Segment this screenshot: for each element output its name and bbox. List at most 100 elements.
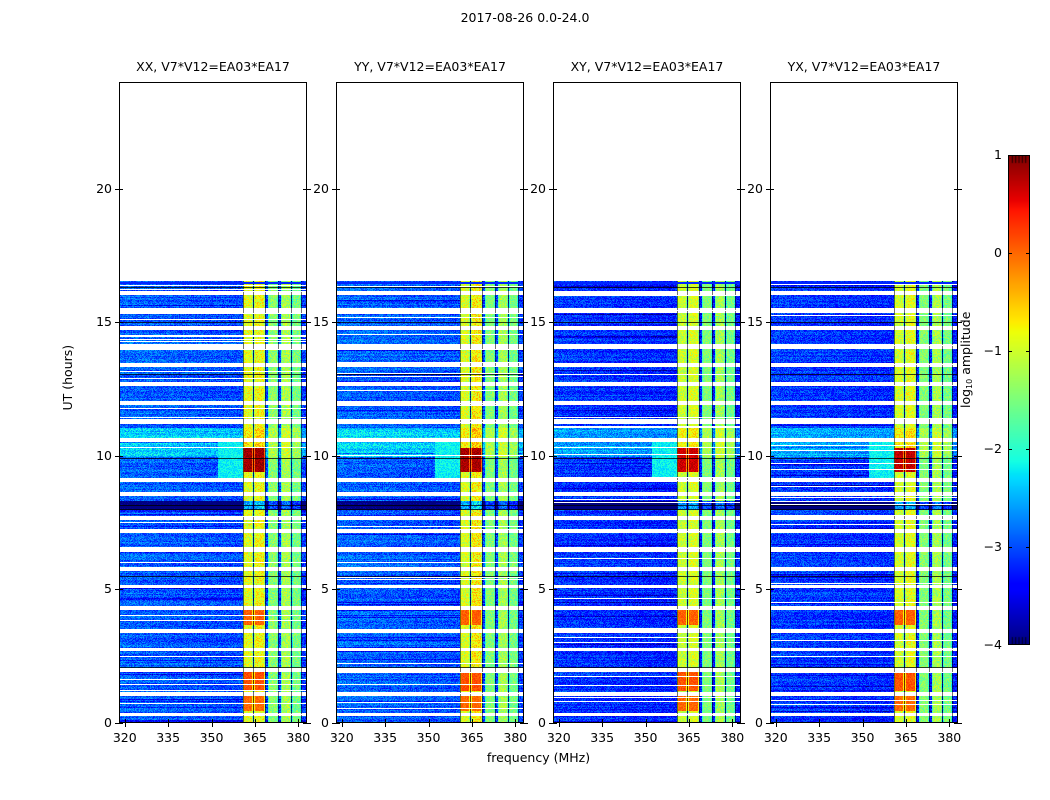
axis-tick (255, 719, 256, 723)
axis-tick (737, 322, 741, 323)
x-tick-label: 380 (937, 730, 962, 745)
y-tick-label: 20 (530, 180, 546, 196)
axis-tick (737, 456, 741, 457)
y-tick-label: 0 (104, 715, 112, 730)
axis-tick (1026, 547, 1030, 548)
axis-tick (863, 719, 864, 723)
axis-tick (766, 189, 770, 190)
axis-tick (119, 189, 123, 190)
axis-tick (307, 456, 311, 457)
x-tick-label: 320 (763, 730, 788, 745)
axis-tick (472, 723, 473, 727)
axis-tick (520, 322, 524, 323)
axis-tick (429, 719, 430, 723)
x-tick-label: 350 (850, 730, 875, 745)
y-tick-label: 20 (313, 180, 329, 196)
axis-tick (119, 723, 123, 724)
axis-tick (770, 189, 774, 190)
axis-tick (949, 723, 950, 727)
axis-tick (741, 189, 745, 190)
colorbar-tick-label: −4 (983, 637, 1002, 652)
axis-tick (553, 589, 557, 590)
axis-tick (553, 723, 557, 724)
axis-tick (906, 723, 907, 727)
axis-tick (553, 456, 557, 457)
colorbar-label-base: log (958, 388, 973, 408)
axis-tick (115, 456, 119, 457)
axis-tick (1026, 449, 1030, 450)
axis-tick (689, 719, 690, 723)
y-tick-label: 15 (313, 314, 329, 330)
axis-tick (954, 589, 958, 590)
axis-tick (332, 456, 336, 457)
axis-tick (520, 456, 524, 457)
panel-title-xy: XY, V7*V12=EA03*EA17 (570, 59, 724, 74)
axis-tick (168, 719, 169, 723)
axis-tick (770, 322, 774, 323)
axis-tick (1008, 351, 1012, 352)
axis-tick (819, 719, 820, 723)
axis-tick (741, 322, 745, 323)
axis-tick (553, 322, 557, 323)
panel-title-yy: YY, V7*V12=EA03*EA17 (354, 59, 506, 74)
axis-tick (520, 723, 524, 724)
x-tick-label: 365 (243, 730, 267, 745)
axis-tick (1026, 253, 1030, 254)
x-axis-label: frequency (MHz) (486, 750, 591, 765)
y-tick-label: 10 (313, 447, 329, 463)
axis-tick (1008, 253, 1012, 254)
axis-tick (303, 456, 307, 457)
axis-tick (212, 719, 213, 723)
axis-tick (741, 723, 745, 724)
axis-tick (863, 723, 864, 727)
y-axis-label: UT (hours) (60, 344, 75, 410)
axis-tick (524, 456, 528, 457)
axis-tick (766, 322, 770, 323)
axis-tick (336, 456, 340, 457)
axis-tick (737, 723, 741, 724)
x-tick-label: 350 (416, 730, 441, 745)
axis-tick (336, 322, 340, 323)
x-tick-label: 365 (894, 730, 918, 745)
y-tick-label: 20 (96, 180, 112, 196)
axis-tick (119, 322, 123, 323)
axis-tick (307, 322, 311, 323)
x-tick-label: 335 (156, 730, 181, 745)
axis-tick (559, 719, 560, 723)
axis-tick (958, 589, 962, 590)
axis-tick (515, 723, 516, 727)
axis-tick (958, 723, 962, 724)
axis-tick (954, 456, 958, 457)
axis-tick (646, 719, 647, 723)
x-tick-label: 365 (677, 730, 701, 745)
axis-tick (520, 189, 524, 190)
axis-tick (336, 723, 340, 724)
axis-tick (602, 723, 603, 727)
axis-tick (958, 322, 962, 323)
axis-tick (766, 723, 770, 724)
axis-tick (115, 189, 119, 190)
axis-tick (949, 719, 950, 723)
axis-tick (342, 719, 343, 723)
y-tick-label: 15 (96, 314, 112, 330)
x-tick-label: 350 (199, 730, 224, 745)
axis-tick (307, 589, 311, 590)
y-tick-label: 5 (538, 581, 546, 597)
axis-tick (298, 719, 299, 723)
colorbar-tick-label: 1 (994, 147, 1002, 162)
axis-tick (303, 589, 307, 590)
x-tick-label: 335 (373, 730, 398, 745)
y-tick-label: 5 (755, 581, 763, 597)
axis-tick (1008, 449, 1012, 450)
axis-tick (119, 589, 123, 590)
colorbar-tick-label: −1 (983, 343, 1002, 358)
x-tick-label: 380 (503, 730, 528, 745)
y-tick-label: 5 (321, 581, 329, 597)
axis-tick (119, 456, 123, 457)
axis-tick (954, 189, 958, 190)
colorbar (1008, 155, 1030, 645)
x-tick-label: 380 (720, 730, 745, 745)
axis-tick (770, 589, 774, 590)
axis-tick (125, 723, 126, 727)
y-tick-label: 10 (747, 447, 763, 463)
